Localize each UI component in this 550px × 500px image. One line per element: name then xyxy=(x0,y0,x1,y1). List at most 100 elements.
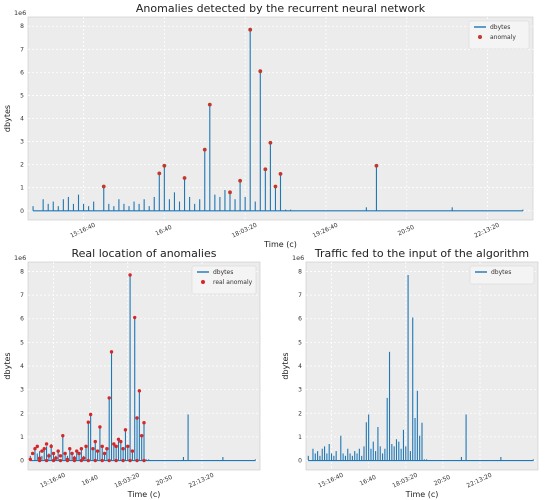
chart-title: Anomalies detected by the recurrent neur… xyxy=(136,2,426,15)
legend-marker xyxy=(201,280,205,284)
data-point xyxy=(101,184,106,189)
data-point xyxy=(135,416,139,420)
data-point xyxy=(268,140,273,145)
data-point xyxy=(182,176,187,180)
data-point xyxy=(105,447,109,451)
data-point xyxy=(37,456,42,460)
data-point xyxy=(44,458,49,463)
y-axis-label: dbytes xyxy=(281,352,290,379)
y-tick-label: 2 xyxy=(20,162,24,169)
x-tick-label: 16:40 xyxy=(154,224,173,238)
data-point xyxy=(79,447,84,451)
x-tick-label: 18:03:20 xyxy=(391,472,419,490)
y-tick-label: 6 xyxy=(20,316,24,323)
data-point xyxy=(93,458,97,463)
legend-label: dbytes xyxy=(490,24,510,31)
data-point xyxy=(107,458,111,463)
data-point xyxy=(248,27,253,32)
y-tick-label: 6 xyxy=(298,316,302,323)
data-point xyxy=(40,449,44,453)
y-tick-label: 8 xyxy=(20,268,24,275)
data-point xyxy=(84,444,88,449)
y-tick-label: 8 xyxy=(298,268,302,275)
chart-title: Real location of anomalies xyxy=(72,247,217,260)
x-tick-label: 15:16:40 xyxy=(39,472,67,490)
y-tick-label: 4 xyxy=(20,116,24,123)
data-point xyxy=(121,447,125,451)
y-tick-label: 2 xyxy=(298,410,302,417)
data-point xyxy=(54,456,58,460)
y-tick-label: 5 xyxy=(20,92,24,99)
data-point xyxy=(72,458,77,463)
y-tick-label: 1 xyxy=(298,434,302,441)
data-point xyxy=(58,454,63,458)
data-point xyxy=(72,456,77,460)
data-point xyxy=(51,451,56,456)
x-tick-label: 20:50 xyxy=(433,474,452,488)
data-point xyxy=(47,454,51,458)
data-point xyxy=(102,451,107,456)
chart-panel-3: 0 1 2 3 4 5 6 7 8 15:16:40 16:40 18:03:20 20:50 22:13… xyxy=(281,247,539,499)
x-tick-label: 16:40 xyxy=(81,474,100,488)
legend-marker xyxy=(478,35,482,39)
y-tick-label: 7 xyxy=(20,292,24,299)
data-point xyxy=(130,449,135,453)
y-tick-label: 5 xyxy=(298,339,302,346)
data-point xyxy=(374,163,379,168)
data-point xyxy=(63,451,67,456)
data-point xyxy=(61,434,65,438)
legend-label: dbytes xyxy=(491,269,511,276)
y-axis-label: dbytes xyxy=(3,352,12,379)
y-tick-label: 2 xyxy=(20,410,24,417)
data-point xyxy=(33,447,37,451)
y-tick-label: 4 xyxy=(298,363,302,370)
y-tick-label: 8 xyxy=(20,23,24,30)
x-tick-label: 20:50 xyxy=(155,474,174,488)
data-point xyxy=(58,458,63,463)
data-point xyxy=(51,458,56,463)
data-point xyxy=(202,147,207,152)
chart-panel-2: 0 1 2 3 4 5 6 7 8 15:16:40 16:40 18:03:20 20:50 22:13… xyxy=(3,247,261,499)
data-point xyxy=(75,449,79,453)
data-point xyxy=(162,163,167,168)
y-tick-label: 0 xyxy=(20,208,24,215)
data-point xyxy=(37,458,42,463)
data-point xyxy=(70,451,74,456)
x-tick-label: 22:13:20 xyxy=(466,472,494,490)
data-point xyxy=(81,456,86,460)
data-point xyxy=(79,458,84,463)
x-tick-label: 18:03:20 xyxy=(113,472,141,490)
data-point xyxy=(98,425,102,429)
data-point xyxy=(95,449,100,453)
x-tick-label: 16:40 xyxy=(359,474,378,488)
data-point xyxy=(228,190,232,195)
data-point xyxy=(263,167,268,172)
x-axis-label: Time (c) xyxy=(405,490,439,499)
data-point xyxy=(35,444,39,449)
data-point xyxy=(157,171,162,176)
data-point xyxy=(114,458,118,463)
legend-label: dbytes xyxy=(213,269,233,276)
y-tick-label: 6 xyxy=(20,69,24,76)
data-point xyxy=(49,444,53,449)
y-tick-label: 3 xyxy=(298,387,302,394)
y-tick-label: 0 xyxy=(298,458,302,465)
data-point xyxy=(44,442,49,446)
data-point xyxy=(30,451,35,456)
data-point xyxy=(107,396,111,400)
legend-label: real anomaly xyxy=(213,279,253,286)
y-tick-label: 0 xyxy=(20,458,24,465)
data-point xyxy=(86,420,91,424)
x-tick-label: 22:13:20 xyxy=(473,222,501,240)
legend-box xyxy=(191,265,257,295)
y-tick-label: 5 xyxy=(20,339,24,346)
data-point xyxy=(126,444,130,449)
y-axis-label: dbytes xyxy=(3,105,12,132)
data-point xyxy=(65,458,70,463)
data-point xyxy=(278,171,283,176)
data-point xyxy=(273,184,278,189)
data-point xyxy=(238,178,243,183)
x-tick-label: 15:16:40 xyxy=(317,472,345,490)
data-point xyxy=(56,449,60,453)
